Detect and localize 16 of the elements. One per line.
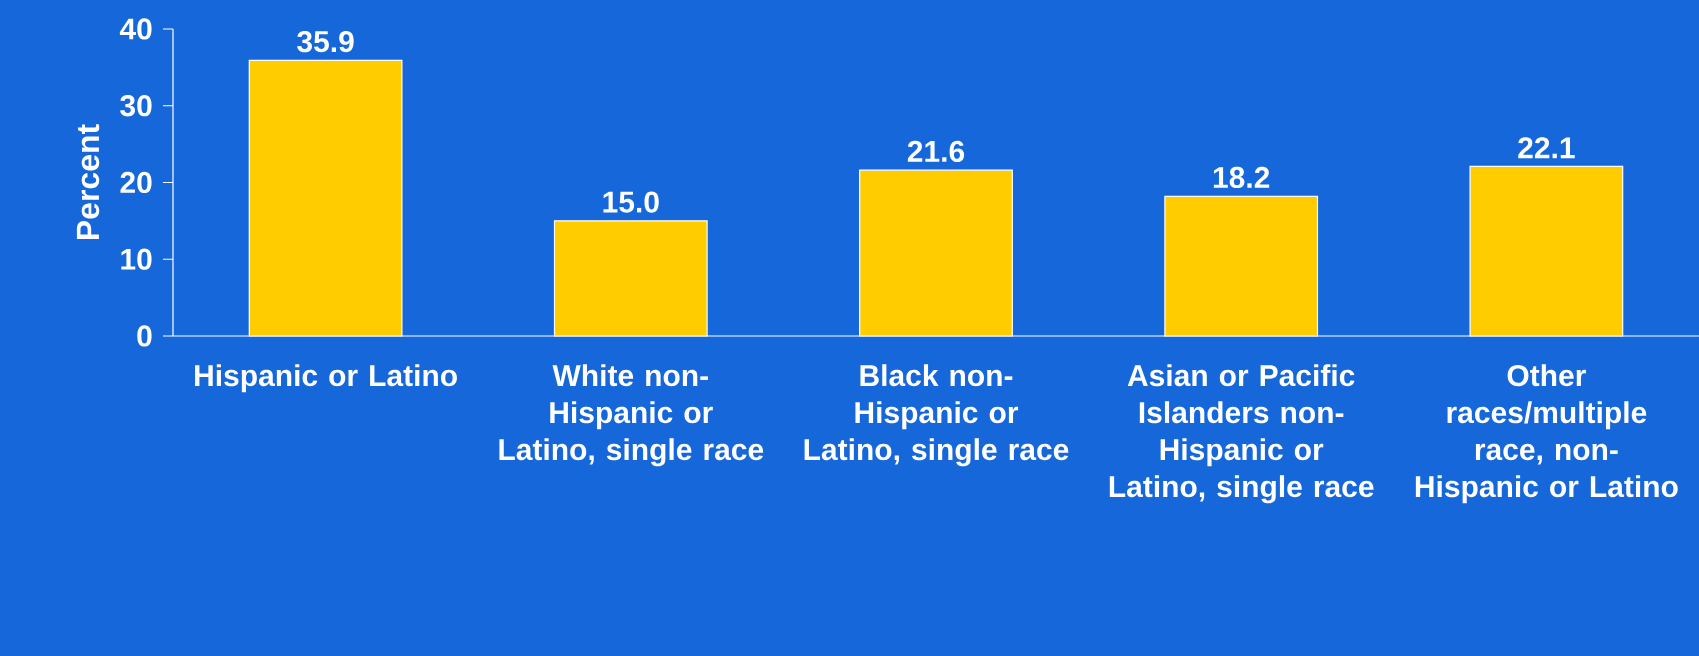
x-tick-label: Other races/multiple race, non-Hispanic or Latino	[1415, 364, 1678, 504]
x-tick-label: Hispanic or Latino	[195, 364, 457, 393]
y-tick-label: 40	[119, 18, 152, 40]
x-tick-label: Asian or Pacific Islanders non-Hispanic or Latino, single race	[1109, 364, 1374, 504]
y-tick-label: 20	[120, 171, 152, 194]
data-label: 18.2	[1213, 166, 1270, 189]
data-label: 15.0	[603, 191, 659, 213]
data-label: 35.9	[297, 30, 354, 53]
data-label: 22.1	[1518, 137, 1575, 159]
y-tick-label: 0	[137, 325, 152, 347]
x-tick-label: White non-Hispanic or Latino, single race	[499, 364, 764, 467]
y-tick-label: 10	[121, 248, 152, 270]
y-tick-label: 30	[120, 95, 152, 117]
data-label: 21.6	[907, 140, 965, 163]
x-tick-label: Black non-Hispanic or Latino, single race	[804, 364, 1069, 467]
y-axis-title: Percent	[76, 124, 100, 240]
